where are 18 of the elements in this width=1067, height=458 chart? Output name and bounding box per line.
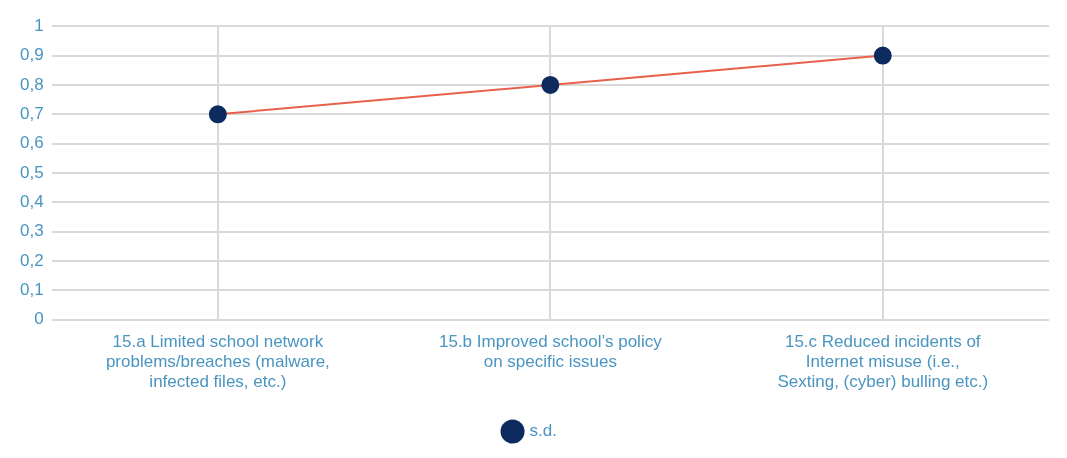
y-tick-label: 0 [34,309,44,329]
y-tick-label: 0,3 [19,221,44,241]
y-tick-label: 0,5 [19,162,44,182]
x-tick-label: 15.c Reduced incidents of Internet misuse (i.e., Sexting, (cyber) bulling etc.) [777,331,989,392]
point [873,46,892,65]
point [541,75,560,94]
y-tick-label: 1 [34,15,44,35]
y-tick-label: 0,2 [19,250,44,270]
y-tick-label: 0,9 [19,45,44,65]
x-tick-label: 15.a Limited school network problems/breaches (malware, infected files, etc.) [105,331,330,392]
y-tick-label: 0,1 [19,280,44,300]
legend-label: s.d. [529,421,557,441]
y-tick-label: 0,4 [19,192,44,212]
x-tick-label: 15.b Improved school’s policy on specific issues [438,331,663,372]
point [208,105,227,124]
y-tick-label: 0,7 [19,103,44,123]
y-tick-label: 0,8 [19,74,44,94]
y-tick-label: 0,6 [19,133,44,153]
